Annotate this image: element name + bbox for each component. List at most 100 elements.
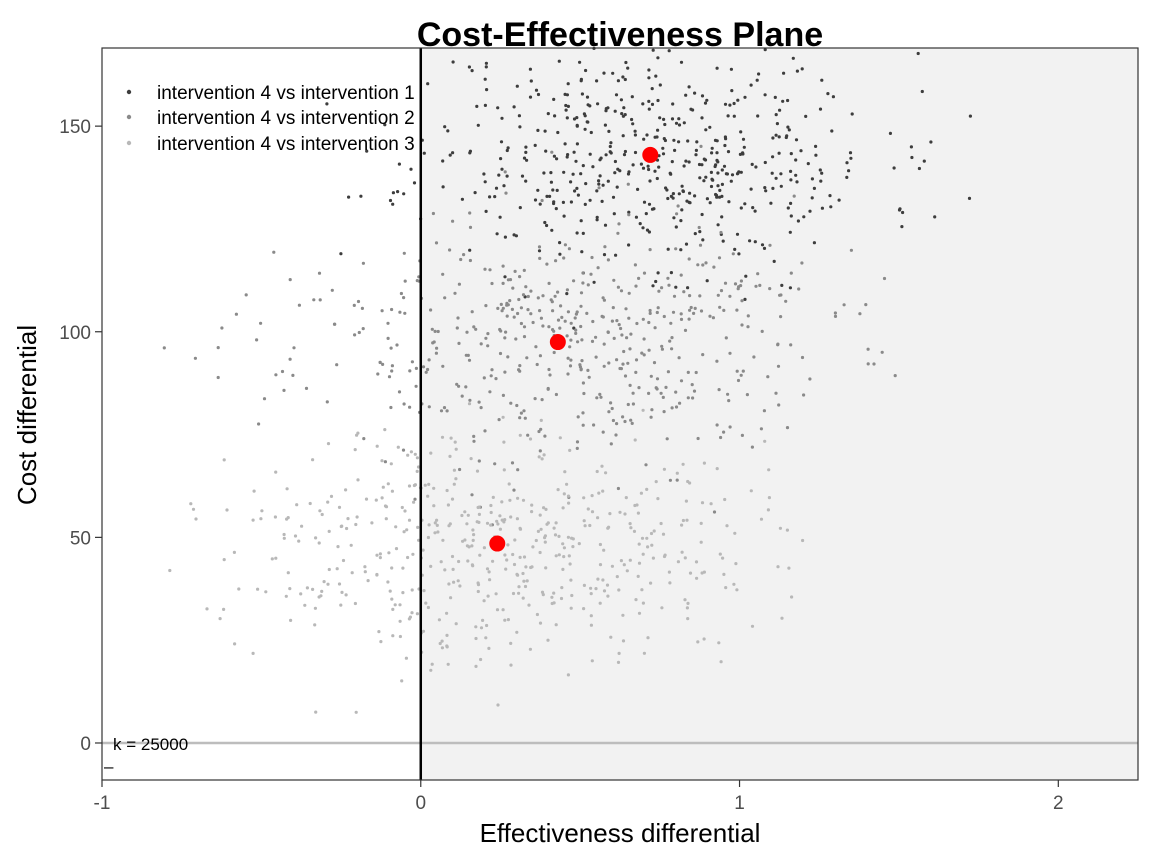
data-point [575, 186, 579, 190]
data-point [375, 573, 379, 577]
data-point [416, 465, 421, 469]
data-point [326, 500, 330, 504]
data-point [521, 571, 525, 576]
data-point [500, 309, 504, 313]
data-point [577, 542, 581, 546]
data-point [647, 348, 651, 352]
data-point [544, 566, 548, 570]
data-point [528, 437, 533, 441]
data-point [432, 504, 436, 508]
y-tick-label: 150 [59, 117, 91, 138]
data-point [468, 398, 472, 402]
data-point [735, 369, 739, 373]
mean-point [642, 146, 659, 163]
data-point [391, 634, 395, 638]
data-point [575, 123, 579, 127]
data-point [518, 364, 522, 368]
data-point [500, 500, 504, 504]
data-point [544, 507, 548, 511]
data-point [451, 60, 455, 64]
data-point [389, 462, 393, 466]
data-point [588, 523, 592, 528]
data-point [378, 556, 382, 560]
data-point [485, 567, 490, 571]
data-point [591, 165, 595, 169]
data-point [530, 565, 534, 569]
data-point [415, 612, 419, 616]
data-point [690, 383, 694, 387]
data-point [524, 150, 528, 154]
data-point [739, 373, 743, 377]
data-point [712, 265, 716, 269]
data-point [554, 392, 559, 397]
data-point [779, 293, 783, 297]
data-point [760, 243, 765, 247]
data-point [489, 374, 493, 378]
data-point [387, 551, 391, 555]
data-point [345, 526, 349, 531]
data-point [503, 518, 507, 522]
data-point [758, 283, 762, 287]
data-point [597, 179, 601, 183]
data-point [515, 84, 519, 88]
data-point [349, 543, 353, 547]
data-point [435, 523, 439, 528]
data-point [534, 88, 539, 92]
data-point [505, 301, 509, 305]
data-point [604, 107, 608, 111]
data-point [536, 529, 541, 534]
data-point [620, 333, 624, 337]
data-point [487, 570, 491, 574]
data-point [732, 101, 736, 106]
data-point [719, 289, 724, 293]
series-points [162, 144, 897, 527]
x-tick-label: 2 [1053, 793, 1064, 814]
data-point [539, 418, 543, 422]
data-point [780, 283, 784, 287]
data-point [561, 200, 566, 204]
data-point [721, 239, 725, 243]
data-point [750, 624, 755, 628]
data-point [452, 580, 456, 584]
data-point [557, 59, 561, 63]
data-point [693, 232, 697, 236]
data-point [789, 343, 793, 347]
data-point [602, 71, 606, 75]
data-point [400, 679, 404, 683]
data-point [575, 446, 579, 450]
data-point [515, 403, 519, 408]
data-point [501, 306, 505, 310]
data-point [403, 509, 407, 513]
acceptability-region [420, 48, 1138, 780]
data-point [509, 663, 513, 667]
data-point [413, 497, 417, 501]
data-point [194, 517, 198, 521]
data-point [541, 294, 545, 298]
data-point [521, 498, 526, 502]
data-point [602, 342, 606, 346]
data-point [344, 593, 348, 597]
data-point [647, 68, 651, 72]
data-point [494, 377, 498, 381]
data-point [472, 439, 476, 443]
y-axis-ticks: 0 50 100 150 [59, 117, 102, 755]
data-point [673, 148, 677, 152]
data-point [478, 553, 482, 557]
data-point [596, 266, 600, 270]
data-point [641, 102, 645, 106]
data-point [743, 95, 747, 99]
data-point [538, 202, 542, 206]
data-point [686, 139, 690, 143]
data-point [554, 623, 558, 627]
data-point [341, 558, 346, 563]
data-point [634, 215, 639, 219]
data-point [695, 576, 699, 580]
data-point [189, 502, 193, 506]
data-point [576, 340, 580, 344]
data-point [516, 311, 520, 316]
data-point [498, 527, 502, 531]
data-point [737, 252, 741, 256]
data-point [759, 427, 764, 431]
data-point [387, 375, 392, 379]
data-point [594, 587, 598, 591]
